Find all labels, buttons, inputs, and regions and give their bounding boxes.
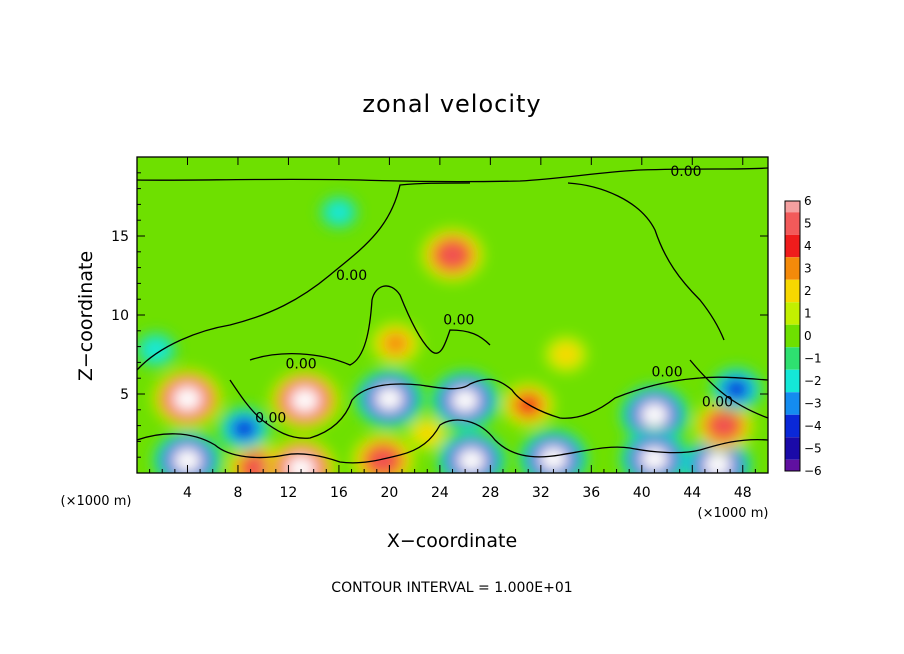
colorbar-label: −4 xyxy=(804,419,822,433)
colorbar-label: −1 xyxy=(804,352,822,366)
colorbar-swatch xyxy=(785,302,800,325)
x-tick-label: 4 xyxy=(183,485,192,501)
contour-label-4: 0.00 xyxy=(255,410,286,426)
field-feature-lower-cool-6 xyxy=(542,449,565,469)
plot-area: 0.000.000.000.000.000.000.00 4 8 12 16 20 24 2… xyxy=(111,156,769,501)
colorbar-label: −3 xyxy=(804,397,822,411)
colorbar-swatch xyxy=(785,414,800,438)
x-tick-label: 48 xyxy=(734,485,752,501)
colorbar-label: 3 xyxy=(804,262,812,276)
field-feature-left-edge-cool xyxy=(142,337,170,362)
colorbar-swatch xyxy=(785,369,800,393)
x-unit-left: (×1000 m) xyxy=(61,494,132,509)
x-tick-label: 32 xyxy=(532,485,550,501)
colorbar-swatch xyxy=(785,212,800,235)
contour-label-2: 0.00 xyxy=(443,312,474,328)
zero-contours xyxy=(137,167,768,464)
field-feature-mid-warm-blob xyxy=(383,332,409,355)
field-feature-lower-cool-2 xyxy=(232,419,256,439)
colorbar-swatch xyxy=(785,234,800,258)
field-feature-lower-warm-1 xyxy=(176,389,199,409)
colorbar-swatch xyxy=(785,324,800,348)
colorbar-label: 6 xyxy=(804,194,812,208)
field-feature-lower-cool-8 xyxy=(643,449,666,469)
zero-contour-bottom xyxy=(137,419,768,464)
field-feature-lower-warm-6 xyxy=(414,422,441,445)
contour-label-5: 0.00 xyxy=(651,365,682,381)
field-feature-lower-cool-5 xyxy=(460,450,483,470)
contour-label-1: 0.00 xyxy=(336,268,367,284)
colorbar-swatch xyxy=(785,392,800,415)
field-feature-lower-cool-7 xyxy=(643,405,666,424)
colorbar-frame xyxy=(784,200,801,472)
field-feature-lower-warm-4 xyxy=(290,458,313,473)
zero-contour-top xyxy=(137,167,768,183)
x-tick-label: 8 xyxy=(233,485,242,501)
field-feature-lower-warm-3 xyxy=(293,390,316,410)
x-tick-label: 20 xyxy=(380,485,398,501)
colorbar-swatch xyxy=(785,347,800,370)
field-feature-upper-left-cool xyxy=(326,201,352,224)
x-unit-right: (×1000 m) xyxy=(698,506,769,521)
field-feature-right-mid-warm xyxy=(552,342,580,367)
zero-contour-main xyxy=(137,182,725,371)
field-feature-lower-cool-1 xyxy=(176,450,199,470)
contour-interval-note: CONTOUR INTERVAL = 1.000E+01 xyxy=(331,580,572,596)
contour-labels: 0.00 0.00 0.00 0.00 0.00 0.00 0.00 xyxy=(255,164,733,426)
x-tick-label: 36 xyxy=(582,485,600,501)
field-feature-lower-warm-2 xyxy=(245,458,269,473)
y-tick-label: 15 xyxy=(111,229,129,245)
x-tick-label: 40 xyxy=(633,485,651,501)
field-feature-lower-cool-10 xyxy=(725,379,748,399)
x-tick-label: 44 xyxy=(683,485,701,501)
x-tick-label: 12 xyxy=(280,485,298,501)
x-tick-label: 16 xyxy=(330,485,348,501)
colorbar-swatch xyxy=(785,279,800,303)
x-tick-label: 24 xyxy=(431,485,449,501)
colorbar-label: 0 xyxy=(804,329,812,343)
field-feature-lower-cool-3 xyxy=(378,389,401,409)
zero-contour-low xyxy=(229,376,768,439)
colorbar-swatch xyxy=(785,201,800,213)
y-tick-label: 10 xyxy=(111,308,129,324)
x-tick-label: 28 xyxy=(481,485,499,501)
contour-label-6: 0.00 xyxy=(702,395,733,411)
contour-label-3: 0.00 xyxy=(285,357,316,373)
x-axis-label: X−coordinate xyxy=(387,530,517,552)
colorbar-label: 5 xyxy=(804,217,812,231)
field-feature-lower-cool-9 xyxy=(706,455,729,473)
colorbar-label: −6 xyxy=(804,464,822,478)
colorbar-swatch xyxy=(785,257,800,280)
colorbar-label: 4 xyxy=(804,239,812,253)
colorbar-label: 2 xyxy=(804,284,812,298)
colorbar-label: 1 xyxy=(804,307,812,321)
zero-contour-right xyxy=(689,359,768,419)
colorbar-swatch xyxy=(785,437,800,460)
contour-label-0: 0.00 xyxy=(670,164,701,180)
field-feature-lower-warm-8 xyxy=(712,415,736,436)
colorbar-label: −5 xyxy=(804,442,822,456)
field-feature-upper-warm-core xyxy=(440,244,465,266)
velocity-field xyxy=(137,195,763,473)
field-feature-lower-cool-4 xyxy=(454,390,477,410)
y-axis-label: Z−coordinate xyxy=(75,251,97,381)
zero-contour-mid xyxy=(249,285,491,366)
chart-title: zonal velocity xyxy=(362,90,541,118)
colorbar-swatch xyxy=(785,459,800,471)
colorbar: 6 5 4 3 2 1 0 −1 −2 −3 −4 −5 −6 xyxy=(784,194,822,478)
y-tick-label: 5 xyxy=(120,387,129,403)
colorbar-label: −2 xyxy=(804,374,822,388)
